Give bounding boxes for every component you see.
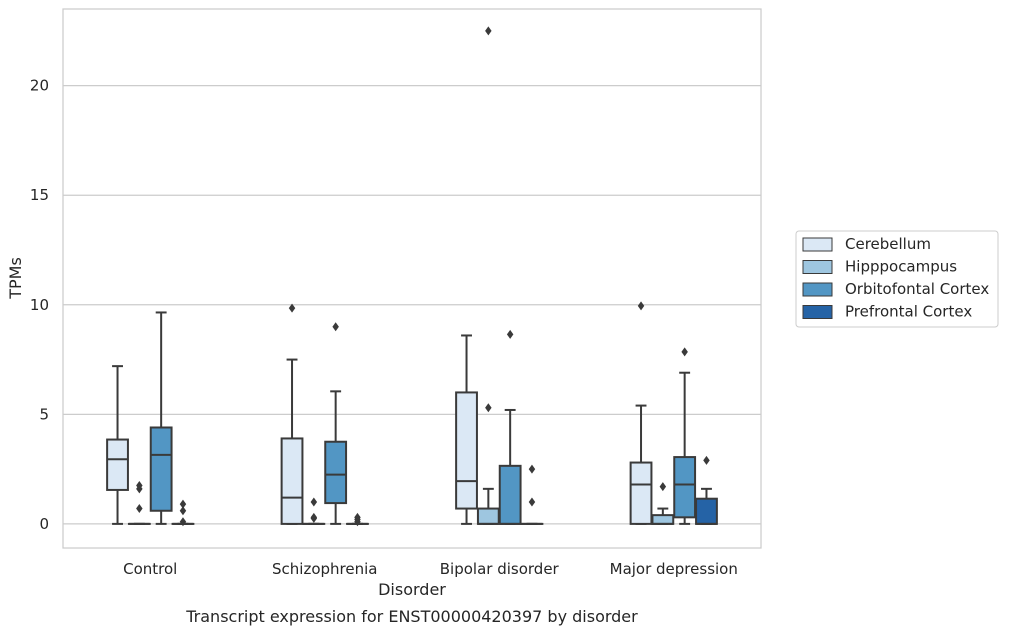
x-tick-label: Bipolar disorder: [440, 560, 560, 578]
y-tick-label: 20: [30, 77, 49, 95]
y-axis-ticks: 0 5 10 15 20: [30, 77, 49, 533]
box-iqr: [629, 461, 653, 525]
x-tick-label: Control: [123, 560, 177, 578]
box-3-0: [171, 499, 195, 527]
x-tick-label: Major depression: [610, 560, 738, 578]
outlier-point: [528, 497, 536, 507]
y-axis-title: TPMs: [6, 257, 25, 300]
box-iqr: [651, 514, 675, 525]
legend-swatch: [802, 237, 833, 252]
box-0-3: [629, 301, 653, 525]
outlier-point: [637, 301, 645, 311]
outlier-point: [179, 506, 187, 516]
outlier-point: [354, 512, 361, 522]
box-iqr: [476, 507, 500, 525]
legend-label: Orbitofontal Cortex: [845, 280, 989, 298]
box-2-1: [324, 322, 348, 525]
outlier-point: [703, 455, 710, 465]
y-tick-label: 0: [39, 515, 49, 533]
outlier-point: [332, 322, 339, 332]
legend-swatch: [802, 260, 833, 274]
outlier-point: [179, 517, 187, 527]
outlier-point: [506, 329, 514, 339]
legend-items: Cerebellum Hipppocampus Orbitofontal Corte…: [802, 235, 989, 321]
outlier-point: [681, 347, 688, 357]
outlier-point: [288, 303, 296, 313]
box-0-1: [280, 303, 304, 525]
x-axis-ticks: Control Schizophrenia Bipolar disorder Majo…: [123, 560, 738, 578]
outlier-point: [485, 403, 492, 413]
box-3-2: [520, 464, 544, 525]
box-iqr: [149, 426, 173, 512]
outlier-point: [310, 512, 318, 522]
box-iqr: [280, 437, 304, 525]
box-iqr: [106, 438, 129, 491]
box-iqr: [673, 456, 697, 519]
legend-swatch: [802, 305, 833, 319]
box-2-0: [149, 311, 173, 525]
box-iqr: [498, 464, 522, 525]
outlier-point: [310, 497, 318, 507]
x-tick-label: Schizophrenia: [272, 560, 377, 578]
legend-label: Prefrontal Cortex: [845, 303, 972, 321]
outlier-point: [179, 499, 187, 509]
box-1-0: [127, 481, 151, 525]
outlier-point: [659, 482, 667, 492]
box-1-1: [302, 497, 326, 525]
box-3-3: [695, 455, 718, 525]
box-1-3: [651, 482, 675, 525]
box-plots: [106, 26, 718, 527]
box-2-3: [673, 347, 697, 525]
legend-frame: [795, 230, 999, 328]
legend: Cerebellum Hipppocampus Orbitofontal Corte…: [795, 230, 999, 328]
legend-swatch: [802, 282, 833, 297]
box-1-2: [476, 26, 500, 525]
outlier-point: [528, 464, 536, 474]
box-iqr: [695, 497, 718, 525]
legend-label: Hipppocampus: [845, 258, 957, 276]
y-tick-label: 10: [30, 296, 49, 314]
y-tick-label: 15: [30, 186, 49, 204]
legend-label: Cerebellum: [845, 235, 931, 253]
box-3-1: [346, 512, 369, 527]
plot-area-frame: [62, 8, 762, 549]
box-0-2: [455, 334, 478, 525]
box-0-0: [106, 365, 129, 525]
box-iqr: [324, 440, 348, 505]
outlier-point: [136, 504, 143, 514]
box-iqr: [455, 391, 478, 510]
chart-caption: Transcript expression for ENST0000042039…: [185, 607, 638, 626]
box-2-2: [498, 329, 522, 525]
outlier-point: [136, 481, 143, 491]
x-axis-title: Disorder: [378, 580, 446, 599]
y-tick-label: 5: [39, 405, 49, 423]
outlier-point: [485, 26, 492, 36]
